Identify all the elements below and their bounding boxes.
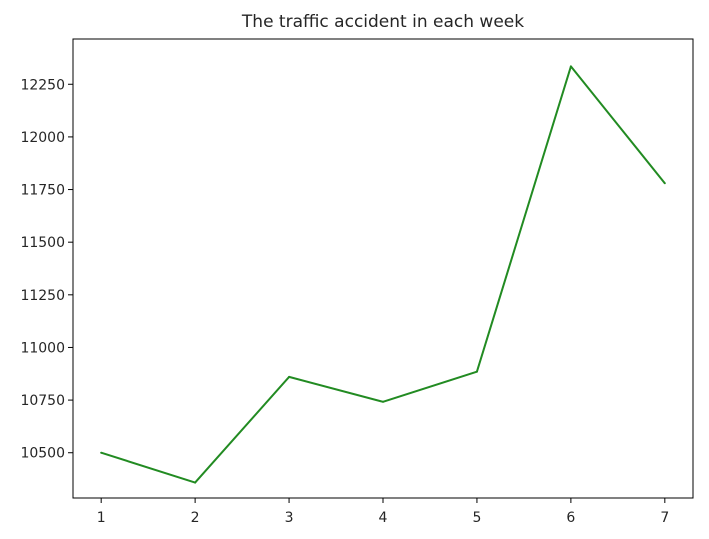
series-layer (100, 65, 666, 484)
data-point (100, 451, 103, 454)
y-tick-label: 11250 (20, 288, 65, 304)
y-tick-label: 11500 (20, 235, 65, 251)
x-tick-label: 1 (97, 510, 106, 526)
data-point (194, 481, 197, 484)
series-line-0 (100, 65, 666, 484)
y-tick-label: 11750 (20, 183, 65, 199)
x-tick-label: 7 (660, 510, 669, 526)
x-tick-label: 2 (191, 510, 200, 526)
data-point (663, 182, 666, 185)
x-tick-label: 5 (472, 510, 481, 526)
y-tick-label: 10750 (20, 393, 65, 409)
chart-title: The traffic accident in each week (241, 12, 524, 32)
y-tick-label: 10500 (20, 446, 65, 462)
x-tick-label: 6 (566, 510, 575, 526)
data-point (382, 400, 384, 403)
y-axis-ticks: 10500 10750 11000 11250 11500 11750 12000 12250 (20, 77, 73, 462)
x-axis-ticks: 1 2 3 4 5 6 7 (97, 498, 669, 526)
x-tick-label: 4 (379, 510, 388, 526)
data-point (569, 65, 572, 68)
y-tick-label: 11000 (20, 340, 65, 356)
data-point (288, 375, 291, 378)
y-tick-label: 12000 (20, 130, 65, 146)
x-tick-label: 3 (285, 510, 294, 526)
data-point (475, 370, 478, 373)
plot-frame (72, 38, 694, 499)
y-tick-label: 12250 (20, 77, 65, 93)
